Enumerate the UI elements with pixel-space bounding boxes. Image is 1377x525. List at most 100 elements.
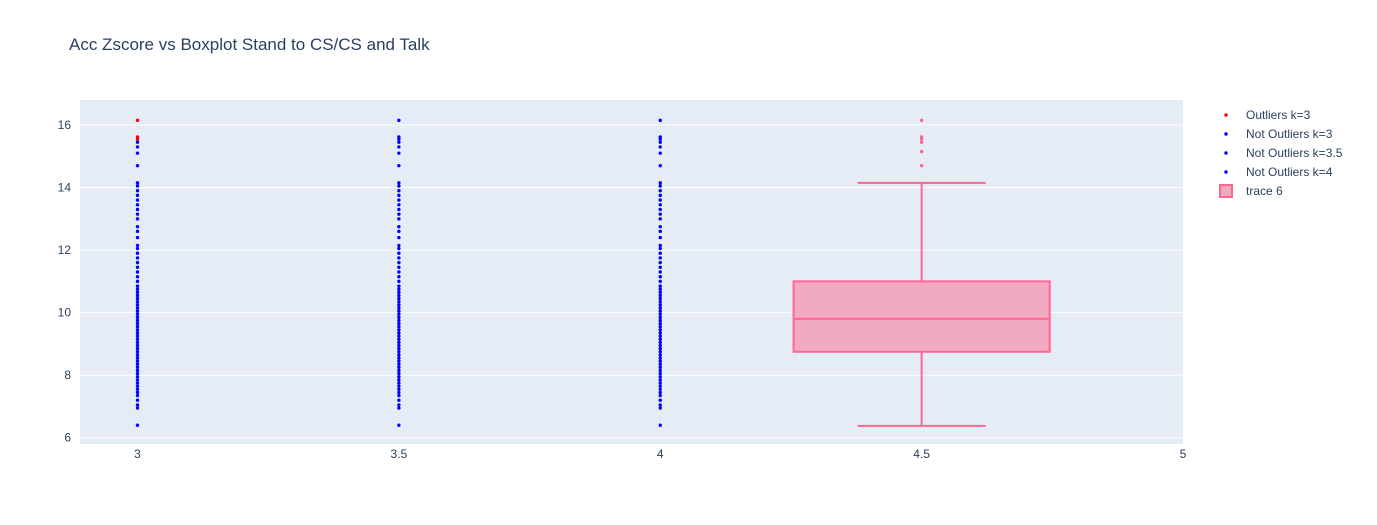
data-point[interactable] [135,328,140,332]
legend-item[interactable]: Not Outliers k=3.5 [1224,146,1343,160]
data-point[interactable] [135,403,140,407]
data-point[interactable] [658,140,662,144]
data-point[interactable] [397,381,401,385]
data-point[interactable] [397,279,401,284]
data-point[interactable] [658,384,662,388]
data-point[interactable] [397,229,401,234]
data-point[interactable] [135,350,140,354]
data-point[interactable] [135,198,140,202]
data-point[interactable] [658,343,662,348]
data-point[interactable] [658,340,662,345]
legend[interactable]: Outliers k=3 Not Outliers k=3 Not Outliers… [1219,108,1343,198]
box-outlier-point[interactable] [919,118,924,123]
data-point[interactable] [397,163,401,168]
data-point[interactable] [658,270,662,274]
data-point[interactable] [135,384,140,388]
data-point[interactable] [135,279,140,284]
data-point[interactable] [658,325,662,329]
data-point[interactable] [658,198,662,202]
data-point[interactable] [658,235,662,240]
data-point[interactable] [135,293,140,298]
data-point[interactable] [658,243,662,248]
data-point[interactable] [658,359,662,363]
data-point[interactable] [658,312,662,316]
data-point[interactable] [658,306,662,310]
data-point[interactable] [135,260,140,265]
data-point[interactable] [397,188,401,193]
data-point[interactable] [135,368,140,373]
data-point[interactable] [397,359,401,363]
data-point[interactable] [397,256,401,260]
box-outlier-point[interactable] [919,140,924,144]
data-point[interactable] [135,406,140,410]
data-point[interactable] [397,353,401,357]
data-point[interactable] [135,315,140,320]
data-point[interactable] [658,353,662,357]
data-point[interactable] [397,371,401,376]
data-point[interactable] [397,246,401,251]
data-point[interactable] [658,356,662,360]
data-point[interactable] [658,181,662,185]
data-point[interactable] [135,212,140,216]
legend-item[interactable]: Not Outliers k=3 [1224,127,1333,141]
data-point[interactable] [397,309,401,313]
data-point[interactable] [135,217,140,221]
data-point[interactable] [658,398,662,402]
data-point[interactable] [135,256,140,260]
legend-item[interactable]: Not Outliers k=4 [1224,165,1333,179]
data-point[interactable] [397,151,401,155]
data-point[interactable] [135,423,140,427]
data-point[interactable] [658,229,662,234]
data-point[interactable] [397,315,401,320]
data-point[interactable] [135,290,140,295]
data-point[interactable] [397,260,401,265]
data-point[interactable] [658,293,662,298]
data-point[interactable] [658,290,662,295]
data-point[interactable] [397,375,401,379]
data-point[interactable] [135,306,140,310]
data-point[interactable] [658,193,662,198]
data-point[interactable] [658,328,662,332]
data-point[interactable] [397,293,401,298]
data-point[interactable] [397,340,401,345]
data-point[interactable] [658,346,662,351]
data-point[interactable] [397,398,401,402]
data-point[interactable] [135,137,140,141]
data-point[interactable] [397,274,401,279]
data-point[interactable] [397,362,401,366]
data-point[interactable] [658,274,662,279]
data-point[interactable] [397,140,401,144]
data-point[interactable] [135,151,140,155]
data-point[interactable] [397,212,401,216]
data-point[interactable] [397,390,401,395]
data-point[interactable] [135,251,140,255]
data-point[interactable] [135,325,140,329]
data-point[interactable] [658,303,662,307]
data-point[interactable] [397,284,401,288]
data-point[interactable] [135,356,140,360]
data-point[interactable] [135,284,140,288]
data-point[interactable] [658,224,662,229]
data-point[interactable] [135,287,140,291]
box-outlier-point[interactable] [919,135,924,139]
data-point[interactable] [135,274,140,279]
data-point[interactable] [135,140,140,144]
data-point[interactable] [658,265,662,270]
data-point[interactable] [135,393,140,398]
data-point[interactable] [135,321,140,326]
data-point[interactable] [397,321,401,326]
data-point[interactable] [135,331,140,335]
data-point[interactable] [135,193,140,198]
data-point[interactable] [135,346,140,351]
data-point[interactable] [135,229,140,234]
data-point[interactable] [397,331,401,335]
data-point[interactable] [658,362,662,366]
data-point[interactable] [658,279,662,284]
data-point[interactable] [658,251,662,255]
data-point[interactable] [135,235,140,240]
data-point[interactable] [135,270,140,274]
data-point[interactable] [135,118,140,123]
data-point[interactable] [135,303,140,307]
data-point[interactable] [658,300,662,304]
data-point[interactable] [397,243,401,248]
